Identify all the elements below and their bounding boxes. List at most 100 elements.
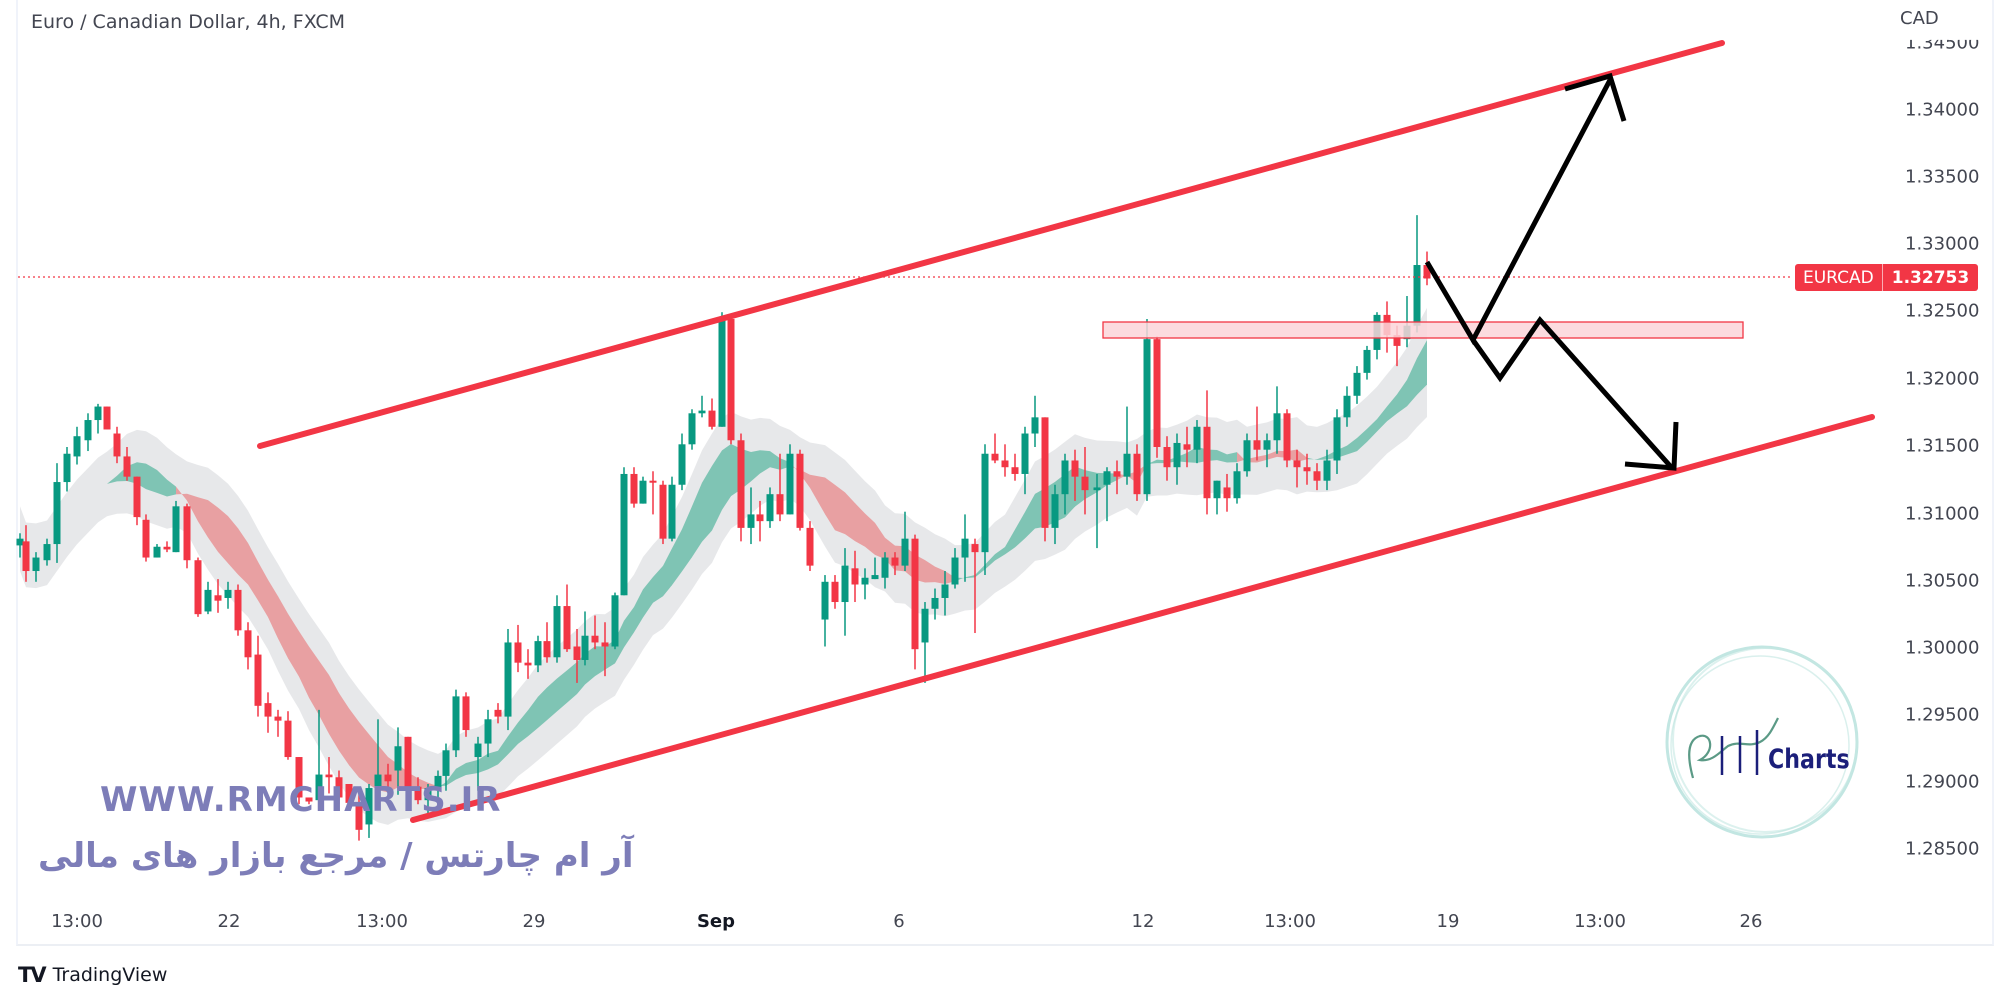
- ma-ribbon-segment: [1147, 459, 1157, 465]
- price-axis-currency: CAD: [1900, 8, 1939, 29]
- ma-ribbon-segment: [167, 479, 176, 497]
- candle: [941, 571, 949, 616]
- ma-ribbon-segment: [557, 670, 567, 712]
- ma-ribbon-segment: [349, 708, 359, 778]
- tradingview-icon: TV: [18, 963, 47, 987]
- ma-ribbon-segment: [577, 653, 585, 695]
- candle: [806, 521, 814, 572]
- ma-ribbon-segment: [1005, 529, 1015, 555]
- candle: [776, 453, 784, 522]
- tradingview-logo[interactable]: TV TradingView: [18, 963, 167, 987]
- ma-ribbon-segment: [653, 565, 663, 603]
- candle: [264, 692, 272, 733]
- ma-ribbon-segment: [339, 693, 349, 766]
- candle: [534, 635, 542, 673]
- ma-ribbon-segment: [488, 750, 498, 770]
- ma-ribbon-segment: [319, 660, 329, 734]
- price-tick-label: 1.29000: [1905, 771, 1980, 793]
- candle: [841, 548, 849, 636]
- candle: [32, 552, 40, 582]
- last-price-tag: EURCAD 1.32753: [1795, 264, 1979, 291]
- rm-charts-logo: [1665, 645, 1859, 839]
- ma-ribbon-segment: [702, 465, 712, 542]
- time-tick-label: 13:00: [1574, 911, 1626, 932]
- price-tick-label: 1.33000: [1905, 233, 1980, 255]
- ma-ribbon-segment: [1227, 452, 1237, 463]
- ma-ribbon-segment: [278, 596, 288, 659]
- candle: [698, 395, 706, 418]
- candle: [1093, 473, 1101, 549]
- ma-ribbon-segment: [770, 451, 780, 470]
- candle: [1133, 444, 1141, 501]
- ma-ribbon-segment: [508, 722, 518, 755]
- candle: [384, 763, 392, 791]
- candle: [524, 649, 532, 679]
- candle: [821, 575, 829, 647]
- ma-ribbon-segment: [309, 646, 319, 716]
- candle: [1203, 390, 1211, 515]
- candle: [851, 550, 859, 603]
- ma-ribbon-segment: [1297, 449, 1307, 462]
- price-tick-label: 1.30500: [1905, 570, 1980, 592]
- candle: [434, 770, 442, 811]
- candle: [504, 628, 512, 731]
- candle: [1143, 318, 1151, 501]
- candle: [1363, 345, 1371, 380]
- candle: [94, 403, 102, 434]
- candle: [961, 514, 969, 582]
- candle: [727, 314, 735, 445]
- time-tick-label: 29: [522, 911, 546, 932]
- candle: [971, 538, 979, 634]
- candle: [183, 503, 191, 569]
- candle: [591, 615, 599, 650]
- candle: [103, 406, 111, 430]
- time-tick-label: 6: [893, 911, 905, 932]
- candle: [335, 770, 343, 805]
- ma-ribbon-segment: [985, 554, 995, 570]
- ma-ribbon-segment: [299, 631, 309, 698]
- logo-script-icon: [1688, 717, 1779, 779]
- candle: [981, 444, 989, 576]
- ma-ribbon-segment: [1015, 511, 1025, 548]
- candle: [1173, 433, 1181, 485]
- time-tick-label: 13:00: [51, 911, 103, 932]
- candle: [16, 533, 24, 558]
- candle: [1193, 420, 1201, 464]
- ma-ribbon-segment: [1417, 340, 1427, 395]
- price-tag-symbol: EURCAD: [1795, 264, 1883, 291]
- candle: [911, 534, 919, 670]
- candle: [1353, 366, 1361, 404]
- candle: [1283, 409, 1291, 468]
- ma-ribbon-segment: [248, 543, 258, 601]
- candle: [620, 467, 628, 596]
- candle: [543, 622, 551, 663]
- candle: [53, 463, 61, 563]
- candle: [573, 628, 581, 683]
- ma-ribbon-segment: [692, 482, 702, 558]
- candle: [737, 433, 745, 542]
- price-tag-value: 1.32753: [1891, 267, 1970, 288]
- candle: [1273, 386, 1281, 454]
- ma-ribbon-segment: [359, 721, 369, 785]
- candle: [163, 541, 171, 553]
- logo-charts-text: Charts: [1768, 744, 1850, 775]
- candle: [394, 727, 402, 795]
- price-tick-label: 1.29500: [1905, 704, 1980, 726]
- candle: [1061, 453, 1069, 515]
- candle: [474, 736, 482, 791]
- candle: [254, 635, 262, 717]
- ma-ribbon-segment: [198, 497, 208, 538]
- ma-ribbon-segment: [438, 782, 446, 788]
- candle: [355, 794, 363, 841]
- ma-ribbon-segment: [218, 507, 228, 564]
- ma-ribbon-segment: [176, 486, 187, 501]
- candle: [123, 447, 131, 481]
- candle: [708, 398, 716, 430]
- chart-title: Euro / Canadian Dollar, 4h, FXCM: [31, 11, 345, 33]
- ma-ribbon-segment: [208, 500, 218, 552]
- ma-ribbon-segment: [643, 576, 653, 618]
- chart-frame: [16, 0, 1994, 946]
- candle: [295, 757, 303, 805]
- time-tick-label: 22: [217, 911, 241, 932]
